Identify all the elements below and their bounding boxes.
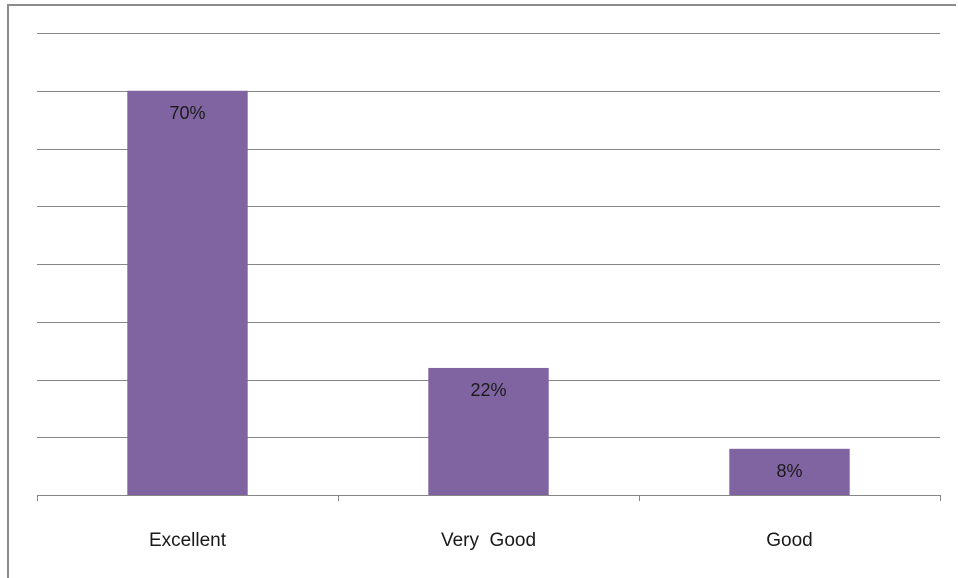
data-label: 70% [169, 103, 205, 123]
data-label: 8% [776, 461, 802, 481]
x-tick-label: Very Good [441, 530, 536, 551]
bar-excellent [127, 90, 248, 495]
data-labels: 70% 22% 8% [169, 103, 802, 481]
x-axis [37, 495, 941, 501]
x-tick-label: Excellent [149, 530, 227, 551]
bar-good [729, 448, 850, 495]
x-tick-labels: Excellent Very Good Good [149, 530, 813, 551]
bars [127, 90, 850, 495]
x-tick-label: Good [766, 530, 812, 551]
bar-very-good [428, 367, 549, 495]
data-label: 22% [470, 380, 506, 400]
